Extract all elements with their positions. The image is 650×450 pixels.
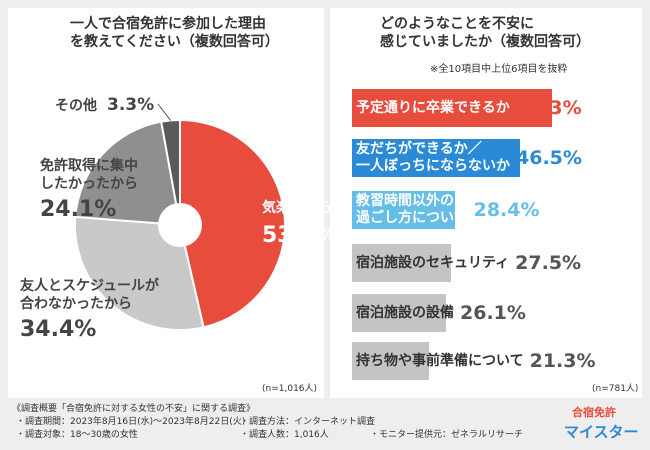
bar-value: 27.5% bbox=[515, 252, 582, 274]
bar-label: 宿泊施設のセキュリティ bbox=[356, 254, 510, 271]
footer-item: ・調査方法：インターネット調査 bbox=[240, 417, 376, 427]
bar bbox=[352, 294, 447, 332]
pie-slice bbox=[74, 120, 182, 227]
footer-item: ・調査期間：2023年8月16日(水)〜2023年8月22日(火) bbox=[16, 417, 246, 427]
bar bbox=[352, 89, 552, 127]
footer-item: ・調査対象：18〜30歳の女性 bbox=[16, 430, 138, 440]
footer-item: ・モニター提供元：ゼネラルリサーチ bbox=[370, 430, 524, 440]
bar-value: 26.1% bbox=[460, 302, 526, 324]
slice-label: 友人とスケジュールが 合わなかったから bbox=[20, 278, 160, 312]
bar-value: 28.4% bbox=[473, 199, 540, 221]
footer-heading: 《調査概要「合宿免許に対する女性の不安」に関する調査》 bbox=[12, 404, 256, 414]
leader-line bbox=[157, 103, 171, 121]
bar-row: 宿泊施設のセキュリティ 27.5% bbox=[356, 243, 581, 283]
bar bbox=[352, 342, 430, 380]
bar-row: 予定通りに卒業できるか 55.3% bbox=[356, 88, 582, 128]
logo-line1: 合宿免許 bbox=[572, 406, 616, 419]
slice-value: 24.1% bbox=[40, 197, 117, 222]
bar-value: 55.3% bbox=[515, 97, 582, 119]
slice-label: その他 bbox=[55, 98, 97, 114]
bar-value: 21.3% bbox=[529, 350, 596, 372]
bar-row: 友だちができるか／ 一人ぼっちにならないか 46.5% bbox=[356, 138, 582, 178]
bar-label: 予定通りに卒業できるか bbox=[356, 99, 510, 116]
footer-item: ・調査人数：1,016人 bbox=[240, 430, 329, 440]
bar-title: どのようなことを不安に 感じていましたか（複数回答可） bbox=[380, 16, 590, 50]
bar-label: 友だちができるか／ 一人ぼっちにならないか bbox=[356, 141, 510, 174]
pie-note: (n=1,016人) bbox=[262, 384, 318, 394]
bar-note: (n=781人) bbox=[592, 384, 639, 394]
bar bbox=[352, 191, 455, 229]
slice-label: 免許取得に集中 したかったから bbox=[40, 158, 138, 192]
bar-label: 宿泊施設の設備 bbox=[356, 304, 454, 321]
slice-value: 34.4% bbox=[20, 317, 97, 342]
slice-label: 気楽だから bbox=[262, 200, 332, 216]
bar bbox=[352, 139, 521, 177]
slice-value: 3.3% bbox=[107, 95, 155, 115]
bar-label: 教習時間以外の 過ごし方について bbox=[356, 193, 468, 226]
bar-row: 持ち物や事前準備について 21.3% bbox=[356, 341, 596, 381]
bar-row: 教習時間以外の 過ごし方について 28.4% bbox=[356, 190, 540, 230]
bar bbox=[352, 244, 452, 282]
pie-title: 一人で合宿免許に参加した理由 を教えてください（複数回答可） bbox=[70, 16, 279, 50]
logo-line2: マイスター bbox=[564, 423, 639, 441]
pie-slice bbox=[179, 118, 286, 329]
pie-hole bbox=[158, 203, 202, 247]
bar-row: 宿泊施設の設備 26.1% bbox=[356, 293, 526, 333]
bar-value: 46.5% bbox=[516, 147, 582, 169]
slice-value: 53.5% bbox=[262, 223, 339, 248]
bar-subtitle: ※全10項目中上位6項目を抜粋 bbox=[430, 64, 568, 75]
bar-label: 持ち物や事前準備について bbox=[356, 352, 524, 369]
